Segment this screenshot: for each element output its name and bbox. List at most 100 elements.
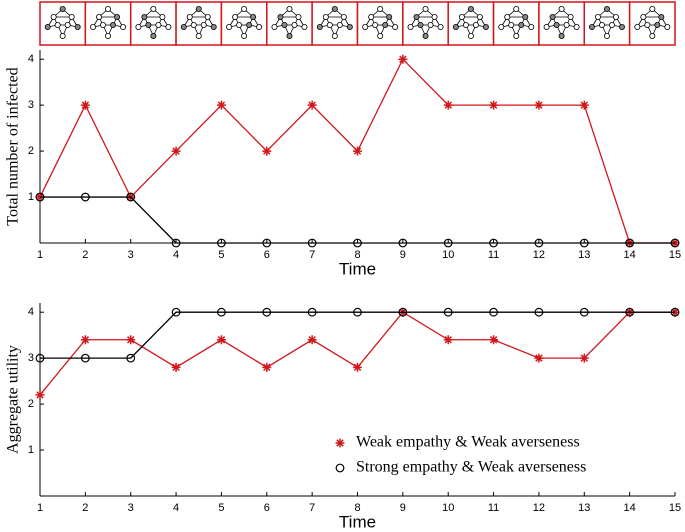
icon-node <box>90 23 97 30</box>
x-tick-label: 13 <box>578 249 590 261</box>
x-tick-label: 6 <box>264 249 270 261</box>
icon-node <box>522 13 529 20</box>
icon-node <box>195 6 202 12</box>
icon-node <box>372 21 379 28</box>
icon-node <box>649 33 656 40</box>
data-point <box>80 100 90 110</box>
icon-node <box>598 21 605 28</box>
icon-node <box>226 23 233 30</box>
icon-node <box>186 13 193 20</box>
x-tick-label: 8 <box>354 249 360 261</box>
y-axis-label: Total number of infected <box>5 67 22 225</box>
data-point <box>80 353 90 363</box>
x-axis-label: Time <box>339 259 376 278</box>
x-tick-label: 3 <box>128 502 134 514</box>
x-tick-label: 11 <box>488 249 499 261</box>
icon-node <box>498 23 505 30</box>
y-tick-label: 1 <box>28 191 34 203</box>
icon-node <box>150 33 157 40</box>
data-point <box>534 238 544 248</box>
icon-node <box>392 23 399 30</box>
data-point <box>216 100 226 110</box>
data-point <box>307 100 317 110</box>
legend-marker <box>335 438 345 448</box>
x-tick-label: 4 <box>173 249 179 261</box>
data-point <box>579 238 589 248</box>
icon-node <box>427 21 434 28</box>
icon-node <box>44 23 51 30</box>
y-tick-label: 4 <box>28 306 34 318</box>
icon-node <box>458 13 465 20</box>
icon-node <box>120 23 127 30</box>
data-point <box>80 335 90 345</box>
data-point <box>217 307 226 317</box>
data-point <box>171 362 181 372</box>
icon-node <box>246 21 253 28</box>
icon-node <box>232 13 239 20</box>
icon-node <box>553 21 560 28</box>
data-point <box>353 238 362 248</box>
icon-node <box>549 13 556 20</box>
y-tick-label: 2 <box>28 398 34 410</box>
data-point <box>35 390 45 400</box>
x-tick-label: 10 <box>442 249 454 261</box>
x-tick-label: 2 <box>82 249 88 261</box>
data-point <box>670 238 680 248</box>
y-axis-label: Aggregate utility <box>5 345 22 454</box>
icon-node <box>291 21 298 28</box>
legend-label: Strong empathy & Weak averseness <box>356 459 586 476</box>
icon-node <box>236 21 243 28</box>
series-line <box>40 196 675 244</box>
data-point <box>625 307 635 317</box>
data-point <box>262 238 272 248</box>
icon-node <box>295 13 302 20</box>
data-point <box>489 335 499 345</box>
icon-node <box>286 33 293 40</box>
icon-node <box>417 21 424 28</box>
x-tick-label: 14 <box>624 249 636 261</box>
y-tick-label: 3 <box>28 352 34 364</box>
icon-node <box>504 13 511 20</box>
icon-node <box>437 23 444 30</box>
icon-node <box>301 23 308 30</box>
icon-node <box>204 13 211 20</box>
x-tick-label: 7 <box>309 249 315 261</box>
icon-node <box>563 21 570 28</box>
y-tick-label: 1 <box>28 444 34 456</box>
icon-node <box>241 6 248 12</box>
icon-node <box>54 21 61 28</box>
icon-node <box>573 23 580 30</box>
data-point <box>35 192 45 202</box>
icon-node <box>603 6 610 12</box>
icon-node <box>612 13 619 20</box>
icon-node <box>658 13 665 20</box>
x-tick-label: 15 <box>669 249 681 261</box>
data-point <box>443 335 453 345</box>
x-tick-label: 2 <box>82 502 88 514</box>
icon-node <box>281 21 288 28</box>
icon-node <box>331 6 338 12</box>
data-point <box>307 238 317 248</box>
icon-node <box>368 13 375 20</box>
data-point <box>171 146 181 156</box>
icon-node <box>382 21 389 28</box>
icon-node <box>407 23 414 30</box>
icon-node <box>150 6 157 12</box>
icon-node <box>331 33 338 40</box>
icon-node <box>145 21 152 28</box>
x-tick-label: 12 <box>533 502 545 514</box>
data-point <box>126 192 136 202</box>
data-point <box>625 238 635 248</box>
icon-node <box>105 33 112 40</box>
icon-node <box>96 13 103 20</box>
icon-node <box>59 33 66 40</box>
icon-node <box>452 23 459 30</box>
icon-node <box>210 23 217 30</box>
legend-marker <box>335 463 345 473</box>
icon-node <box>618 23 625 30</box>
icon-node <box>286 6 293 12</box>
data-point <box>398 238 408 248</box>
icon-node <box>386 13 393 20</box>
icon-node <box>155 21 162 28</box>
series-line <box>40 311 675 359</box>
